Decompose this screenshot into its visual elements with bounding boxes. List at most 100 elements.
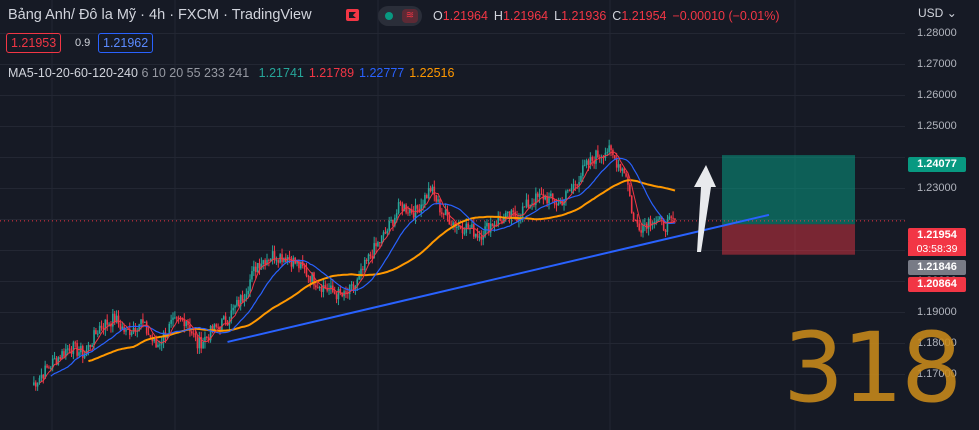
spread-value: 0.9 <box>75 37 91 49</box>
candle-down <box>591 157 594 161</box>
candle-up <box>132 327 135 333</box>
candle-down <box>324 285 327 289</box>
candle-up <box>444 209 447 215</box>
candle-up <box>521 206 524 217</box>
candle-down <box>309 276 312 282</box>
candle-up <box>469 227 471 229</box>
candle-down <box>664 230 667 232</box>
indicator-legend[interactable]: MA5-10-20-60-120-240 6 10 20 55 233 241 … <box>8 66 459 80</box>
buy-price-button[interactable]: 1.21962 <box>98 33 154 53</box>
candle-up <box>300 261 302 269</box>
candle-up <box>395 212 398 218</box>
candle-up <box>232 307 234 311</box>
candle-up <box>87 344 90 351</box>
candle-down <box>106 319 108 325</box>
candle-down <box>674 218 676 221</box>
chevron-down-icon: ⌄ <box>946 6 957 20</box>
candle-down <box>89 344 92 347</box>
candle-up <box>377 242 379 247</box>
candle-down <box>375 243 377 247</box>
candle-up <box>360 268 362 275</box>
candle-down <box>379 242 381 244</box>
symbol-title[interactable]: Bảng Anh/ Đô la Mỹ · 4h · FXCM · Trading… <box>8 7 312 23</box>
candle-up <box>153 338 155 342</box>
candle-down <box>640 230 642 233</box>
candle-up <box>44 365 46 379</box>
ma-value: 1.21741 <box>258 66 304 80</box>
candle-down <box>200 336 202 349</box>
candle-down <box>405 204 407 213</box>
candle-up <box>112 313 114 327</box>
trendline <box>227 213 770 343</box>
candle-down <box>48 367 50 369</box>
candle-up <box>578 182 580 186</box>
candle-up <box>144 321 146 323</box>
candle-down <box>623 168 625 174</box>
ma-55-line <box>88 179 676 363</box>
candle-down <box>501 220 503 224</box>
flag-icon[interactable] <box>346 9 359 21</box>
candle-up <box>484 226 486 237</box>
candle-up <box>243 299 246 302</box>
candle-up <box>382 232 385 236</box>
candle-down <box>194 333 197 338</box>
candle-up <box>397 202 400 213</box>
candle-up <box>318 286 321 288</box>
watermark-number: 318 <box>783 312 962 424</box>
candle-up <box>358 274 360 280</box>
candle-down <box>446 209 449 217</box>
candle-up <box>655 221 657 223</box>
currency-label: USD <box>918 6 944 20</box>
axis-tick-label: 1.27000 <box>917 57 957 70</box>
candle-down <box>619 164 622 171</box>
candle-up <box>185 321 187 327</box>
candle-down <box>371 255 374 259</box>
candle-down <box>480 236 483 240</box>
candle-down <box>277 260 280 263</box>
candle-down <box>215 324 218 327</box>
candle-down <box>183 319 186 327</box>
candle-up <box>431 186 434 192</box>
candle-down <box>142 319 144 323</box>
candle-up <box>157 344 159 348</box>
candle-up <box>582 165 584 176</box>
candle-up <box>170 319 172 324</box>
candle-up <box>256 262 259 273</box>
candle-down <box>74 342 77 344</box>
sell-price-button[interactable]: 1.21953 <box>6 33 62 53</box>
candle-up <box>463 232 466 234</box>
candle-up <box>328 289 330 291</box>
candle-down <box>211 326 214 332</box>
candle-down <box>315 285 317 288</box>
ma-value: 1.22777 <box>359 66 405 80</box>
ohlc-value: 1.21964 <box>502 9 549 23</box>
candle-up <box>204 336 206 342</box>
candle-down <box>610 145 612 151</box>
candle-up <box>565 191 567 200</box>
candle-up <box>409 209 411 213</box>
candle-up <box>380 235 383 244</box>
axis-tick-label: 1.28000 <box>917 26 957 39</box>
candle-down <box>473 224 475 237</box>
candle-down <box>339 289 342 294</box>
candle-up <box>427 188 430 199</box>
market-status-pill[interactable]: ≋ <box>378 6 422 26</box>
candle-down <box>81 346 84 358</box>
candle-up <box>559 200 562 204</box>
candle-down <box>407 212 409 214</box>
candle-down <box>345 291 347 293</box>
candle-down <box>448 216 451 225</box>
candle-up <box>608 145 610 152</box>
currency-selector[interactable]: USD ⌄ <box>918 6 957 20</box>
candle-up <box>125 329 127 332</box>
candle-down <box>301 261 304 267</box>
candle-down <box>187 321 189 326</box>
candle-up <box>322 285 325 292</box>
current-price-tag: 1.21954 <box>908 228 966 243</box>
bar-countdown: 03:58:39 <box>908 242 966 256</box>
candle-down <box>238 299 240 307</box>
ma-value: 1.21789 <box>308 66 355 80</box>
indicator-name: MA5-10-20-60-120-240 <box>8 66 138 80</box>
